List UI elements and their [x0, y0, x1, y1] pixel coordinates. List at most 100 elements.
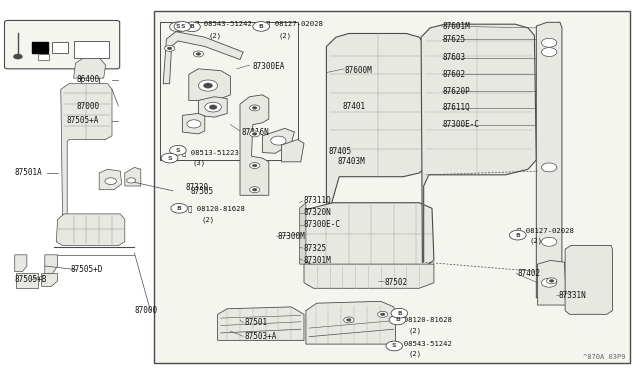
Circle shape	[344, 317, 354, 323]
Circle shape	[541, 38, 557, 47]
Circle shape	[271, 136, 286, 145]
Circle shape	[198, 80, 218, 91]
Polygon shape	[16, 273, 38, 288]
Text: S: S	[175, 148, 180, 153]
Circle shape	[196, 52, 201, 55]
Text: B: B	[189, 24, 195, 29]
Text: 87000: 87000	[76, 102, 99, 110]
Text: 87016N: 87016N	[241, 128, 269, 137]
Bar	[38, 54, 49, 60]
Text: (3): (3)	[192, 160, 205, 166]
Polygon shape	[42, 273, 58, 286]
Text: Ⓢ 08543-51242: Ⓢ 08543-51242	[195, 21, 252, 28]
Text: (2): (2)	[278, 32, 292, 39]
Circle shape	[252, 188, 257, 191]
Circle shape	[389, 315, 406, 325]
Polygon shape	[74, 56, 106, 78]
Circle shape	[250, 105, 260, 111]
Circle shape	[541, 278, 557, 287]
Text: 87600M: 87600M	[344, 66, 372, 75]
Text: S: S	[392, 343, 397, 349]
Text: 87505+D: 87505+D	[70, 265, 103, 274]
Circle shape	[127, 178, 136, 183]
Text: B: B	[515, 232, 520, 238]
Circle shape	[13, 54, 22, 59]
Text: (2): (2)	[408, 327, 422, 334]
Bar	[52, 42, 68, 53]
Text: 87603: 87603	[443, 53, 466, 62]
Text: 87501: 87501	[244, 318, 268, 327]
Bar	[154, 11, 630, 363]
Circle shape	[170, 22, 186, 32]
Text: 87401: 87401	[342, 102, 365, 110]
Bar	[32, 42, 48, 53]
Circle shape	[386, 341, 403, 351]
Bar	[74, 41, 109, 58]
Polygon shape	[189, 69, 230, 100]
Text: 87625: 87625	[443, 35, 466, 44]
Text: 87602: 87602	[443, 70, 466, 79]
Circle shape	[209, 105, 217, 109]
Text: Ⓑ 08127-02028: Ⓑ 08127-02028	[517, 227, 574, 234]
Polygon shape	[536, 22, 562, 302]
Circle shape	[174, 22, 191, 31]
Text: 87331N: 87331N	[559, 291, 586, 300]
Text: 87503+A: 87503+A	[244, 332, 277, 341]
Text: Ⓢ 08513-51223: Ⓢ 08513-51223	[182, 149, 239, 156]
Circle shape	[252, 106, 257, 109]
Text: 87300M: 87300M	[278, 232, 305, 241]
Text: 87311Q: 87311Q	[303, 196, 331, 205]
Text: Ⓢ 08543-51242: Ⓢ 08543-51242	[395, 340, 452, 347]
Circle shape	[167, 47, 172, 50]
Text: 87300EA: 87300EA	[253, 62, 285, 71]
Text: 87300E-C: 87300E-C	[303, 220, 340, 229]
Circle shape	[541, 237, 557, 246]
Polygon shape	[99, 169, 122, 190]
Circle shape	[509, 230, 526, 240]
Circle shape	[170, 145, 186, 155]
Circle shape	[250, 131, 260, 137]
Circle shape	[204, 83, 212, 88]
Text: 87502: 87502	[385, 278, 408, 287]
Circle shape	[193, 51, 204, 57]
Polygon shape	[125, 167, 141, 186]
Polygon shape	[304, 264, 434, 288]
Circle shape	[250, 187, 260, 193]
Polygon shape	[56, 214, 125, 246]
Text: (2): (2)	[208, 32, 221, 39]
Polygon shape	[218, 307, 304, 340]
Polygon shape	[61, 84, 112, 231]
Text: Ⓑ 08120-81628: Ⓑ 08120-81628	[188, 205, 244, 212]
Text: Ⓑ 08120-81628: Ⓑ 08120-81628	[395, 317, 452, 323]
Text: S: S	[167, 155, 172, 161]
Text: 87505: 87505	[191, 187, 214, 196]
Text: 87505+A: 87505+A	[67, 116, 99, 125]
Text: 87601M: 87601M	[443, 22, 470, 31]
Polygon shape	[282, 140, 304, 162]
Circle shape	[380, 313, 385, 316]
Polygon shape	[306, 301, 396, 344]
Text: (2): (2)	[530, 238, 543, 244]
Text: 87620P: 87620P	[443, 87, 470, 96]
Polygon shape	[198, 97, 227, 117]
Polygon shape	[421, 24, 536, 262]
Text: S: S	[175, 24, 180, 29]
Text: Ⓑ 08127-02028: Ⓑ 08127-02028	[266, 21, 323, 28]
Circle shape	[253, 22, 269, 31]
Text: B: B	[259, 24, 264, 29]
Text: 87405: 87405	[328, 147, 351, 156]
Circle shape	[541, 163, 557, 172]
Polygon shape	[45, 255, 58, 273]
Circle shape	[252, 164, 257, 167]
Polygon shape	[240, 95, 269, 195]
Text: (2): (2)	[408, 351, 422, 357]
Text: B: B	[397, 311, 402, 316]
Polygon shape	[163, 32, 243, 84]
Text: ^870A 03P9: ^870A 03P9	[584, 354, 626, 360]
Circle shape	[184, 22, 200, 32]
Polygon shape	[262, 128, 294, 153]
Circle shape	[549, 279, 554, 282]
Text: S: S	[180, 24, 185, 29]
Text: 87402: 87402	[517, 269, 540, 278]
Polygon shape	[182, 113, 205, 134]
